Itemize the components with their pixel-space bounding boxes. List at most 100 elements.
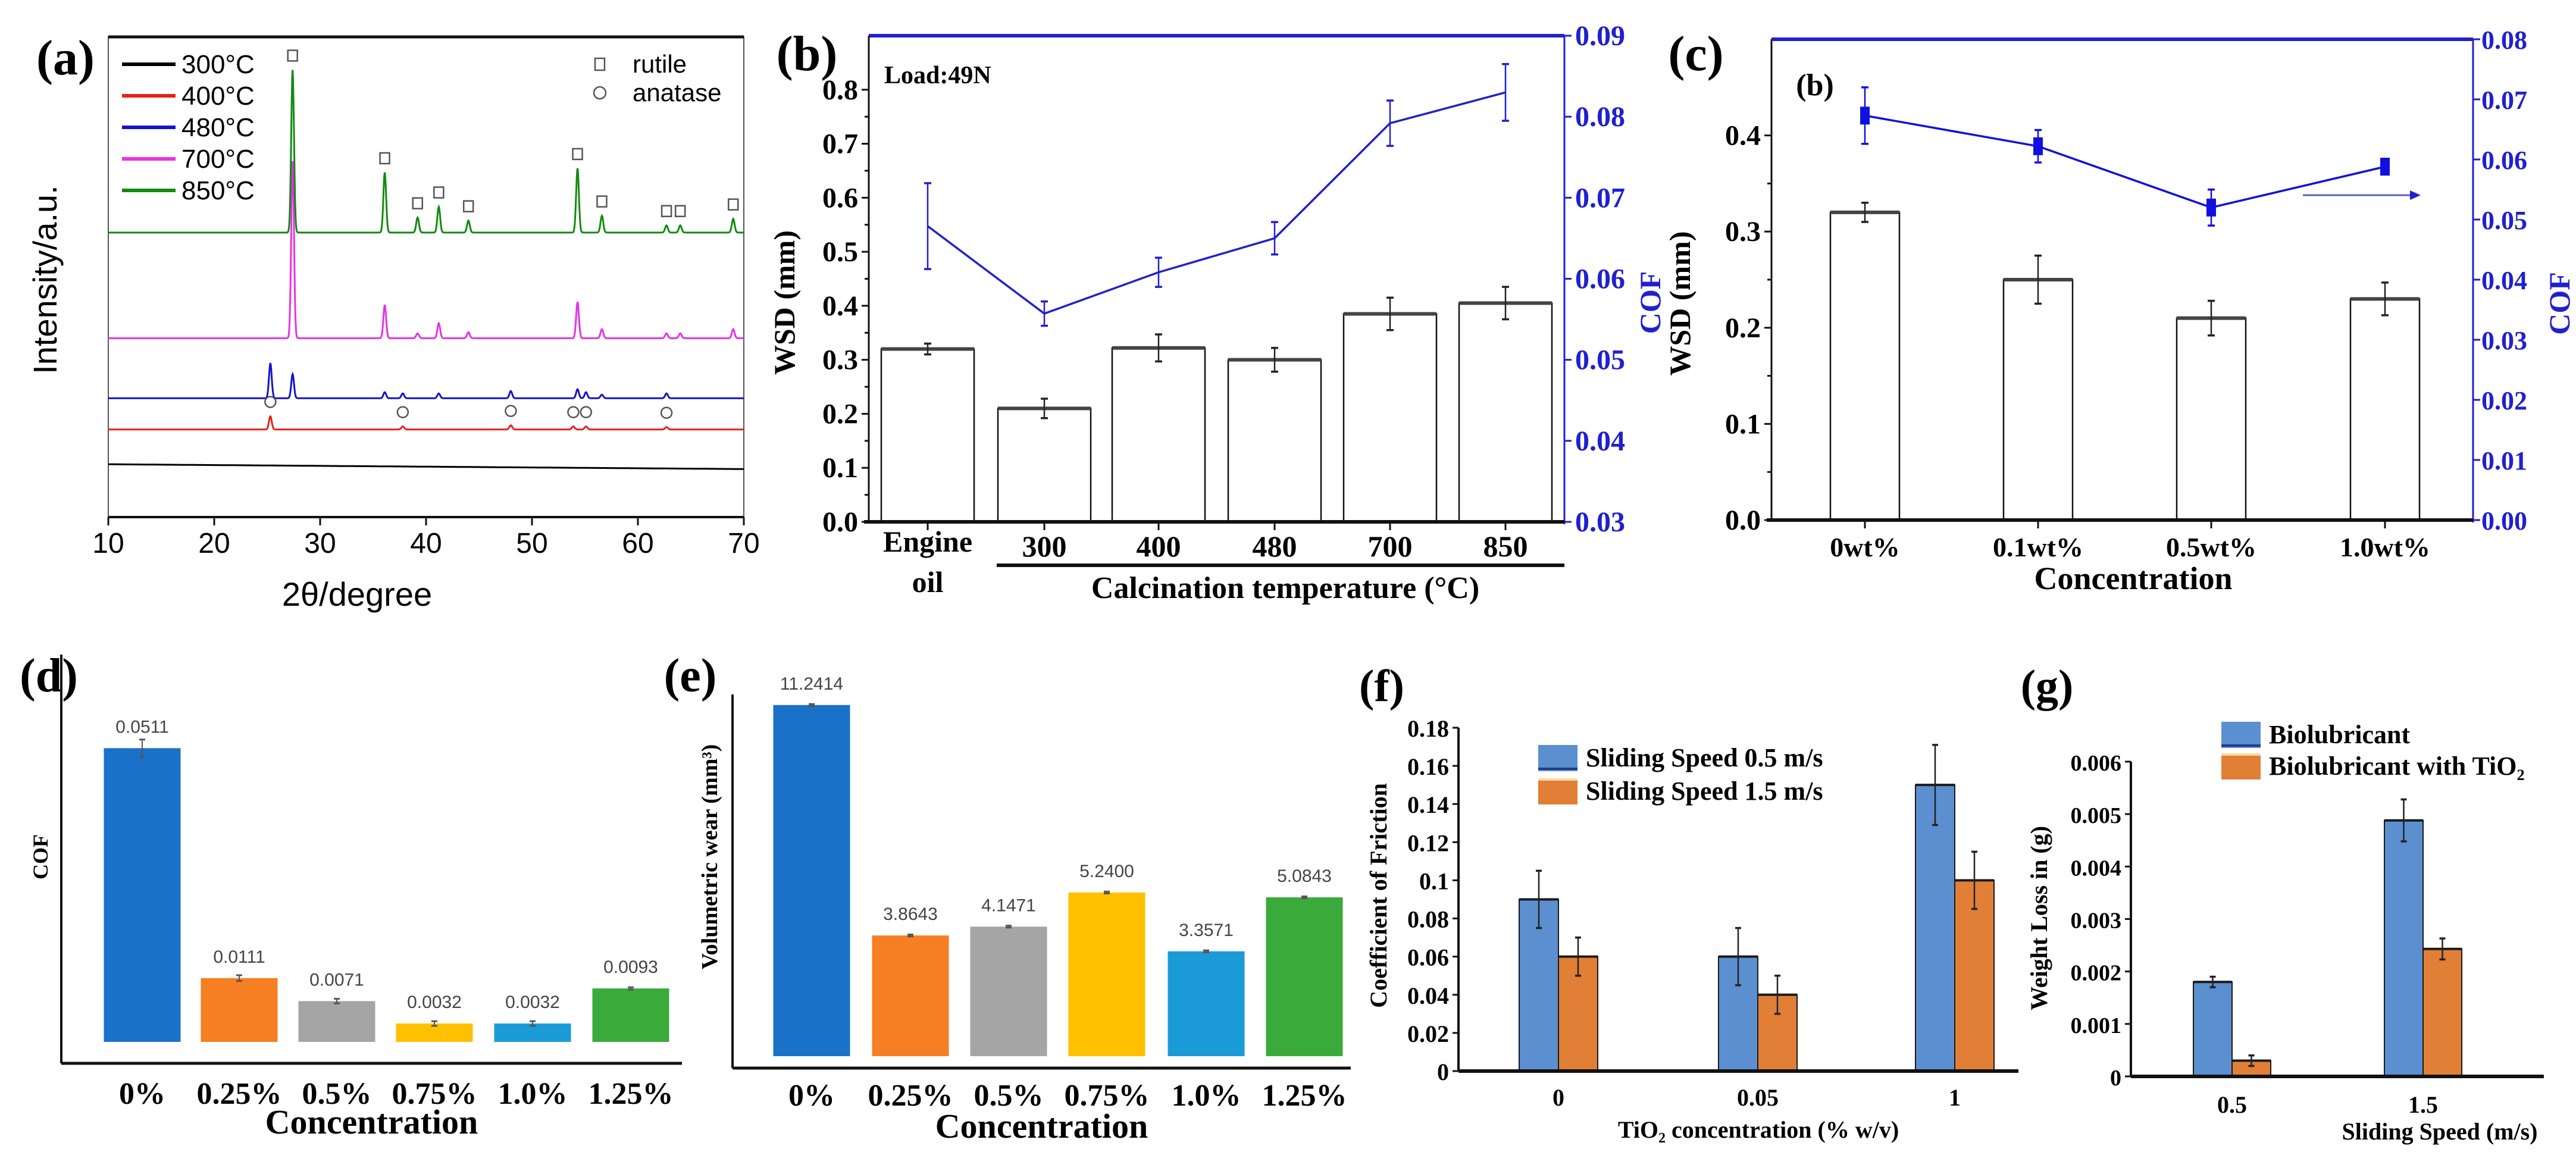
- y-tick-label: 0.006: [2071, 751, 2122, 776]
- y-tick-label: 0.0: [822, 506, 858, 538]
- x-tick-label: 1.5: [2408, 1091, 2438, 1118]
- x-tick-label: 10: [92, 528, 124, 559]
- rutile-marker-icon: [674, 205, 686, 217]
- bar-0.25%: [201, 978, 278, 1042]
- rutile-marker-icon: [727, 198, 739, 211]
- y-tick-label: 0.1: [822, 452, 858, 484]
- cof-marker: [2206, 198, 2216, 217]
- panel-label-e: (e): [664, 650, 717, 702]
- anatase-marker-icon: [567, 406, 580, 418]
- y2-tick-label: 0.01: [2481, 446, 2527, 475]
- y-tick-label: 0.2: [1725, 312, 1761, 344]
- legend-swatch: [2221, 722, 2261, 748]
- y-tick-label: 0.04: [1407, 982, 1449, 1009]
- x-tick-label: 1.0wt%: [2340, 532, 2430, 562]
- y2-tick-label: 0.08: [2481, 26, 2527, 55]
- cof-marker: [2380, 158, 2390, 176]
- x-axis-title: TiO₂ concentration (% w/v): [1618, 1116, 1899, 1143]
- legend-label: 480°C: [181, 113, 255, 142]
- legend-label: 300°C: [181, 50, 255, 79]
- panel-b: (b) 0.0 0.1 0.2 0.3 0.4 0.5 0.6 0.7 0.8 0.03 0.04 0.…: [768, 20, 1667, 605]
- x-tick-label-engine: Engine: [883, 525, 972, 558]
- y2-axis-title: COF: [1633, 271, 1667, 334]
- y-tick-label: 0.4: [1725, 120, 1761, 152]
- panel-label-a: (a): [36, 30, 95, 86]
- wsd-bar: [1829, 211, 1901, 521]
- xrd-curve-480: [108, 362, 744, 399]
- x-tick-label: 0: [1553, 1084, 1564, 1111]
- rutile-marker-icon: [433, 186, 445, 199]
- y2-tick-label: 0.04: [1575, 425, 1625, 457]
- bar-0.75%: [1068, 892, 1145, 1056]
- x-tick-label: 30: [304, 528, 336, 559]
- x-tick-label: 20: [198, 528, 230, 559]
- bar-series1: [2384, 819, 2424, 1078]
- wsd-bar: [2002, 278, 2074, 521]
- data-label: 0.0111: [213, 947, 265, 967]
- y-tick-label: 0.12: [1407, 829, 1449, 856]
- cof-marker: [1860, 107, 1870, 125]
- x-axis-title: Concentration: [935, 1107, 1148, 1145]
- wsd-bar: [1227, 359, 1322, 523]
- y-tick-label: 0.8: [822, 74, 858, 106]
- rutile-marker-icon: [462, 200, 474, 212]
- y2-tick-label: 0.06: [2481, 146, 2527, 175]
- data-label: 4.1471: [981, 896, 1036, 915]
- load-annotation: Load:49N: [884, 62, 991, 89]
- x-tick-label: 0.05: [1737, 1084, 1779, 1111]
- y-tick-label: 0.005: [2071, 803, 2122, 828]
- bar-series1: [2193, 981, 2233, 1078]
- x-tick-label: 0%: [119, 1077, 165, 1111]
- data-label: 0.0093: [603, 957, 658, 977]
- x-tick-label: 0.25%: [197, 1077, 282, 1111]
- x-tick-label: 1.25%: [1262, 1079, 1347, 1113]
- anatase-marker-icon: [580, 406, 593, 418]
- panel-c: (c) 0.0 0.1 0.2 0.3 0.4 0.00 0.01 0.02 0.03 0.04 0.…: [1663, 26, 2576, 596]
- legend-label: 400°C: [181, 82, 255, 111]
- x-tick-label: 0.5%: [974, 1079, 1044, 1113]
- x-tick-label: 70: [728, 528, 759, 559]
- x-tick-label: 0.5: [2217, 1091, 2247, 1118]
- panel-e: (e) 11.2414 0% 3.8643 0.25% 4.1471 0.5% 5.2400 0…: [664, 650, 1351, 1145]
- cof-line: [1864, 114, 2386, 209]
- y-axis-title: Volumetric wear (mm³): [697, 744, 722, 970]
- rutile-legend-icon: [594, 57, 606, 71]
- legend-label: Sliding Speed 0.5 m/s: [1586, 743, 1823, 772]
- bar-1.25%: [592, 988, 669, 1042]
- x-tick-label: 0wt%: [1830, 532, 1900, 562]
- data-label: 11.2414: [780, 674, 843, 694]
- y-tick-label: 0.6: [822, 182, 858, 214]
- y-tick-label: 0.003: [2071, 909, 2122, 934]
- data-label: 0.0032: [505, 993, 560, 1012]
- rutile-marker-icon: [572, 148, 583, 161]
- x-tick-label: 0.5%: [302, 1077, 372, 1111]
- y-tick-label: 0.14: [1407, 791, 1449, 818]
- y2-tick-label: 0.07: [1575, 182, 1625, 214]
- y-tick-label: 0.02: [1407, 1020, 1449, 1047]
- bar-series2: [2422, 948, 2462, 1077]
- y-tick-label: 0: [2110, 1066, 2121, 1091]
- rutile-marker-icon: [596, 195, 608, 208]
- panel-f: (f) 0 0.02 0.04 0.06 0.08 0.1 0.12 0.14 0.16 0.18 S…: [1359, 661, 2018, 1143]
- anatase-marker-icon: [505, 405, 517, 417]
- data-label: 3.8643: [883, 904, 938, 924]
- y-axis-title: WSD (mm): [1663, 231, 1697, 375]
- bar-1.25%: [1266, 897, 1343, 1056]
- y-tick-label: 0.3: [822, 345, 858, 376]
- anatase-marker-icon: [396, 406, 409, 418]
- rutile-marker-icon: [379, 152, 390, 165]
- y-tick-label: 0.1: [1419, 868, 1449, 894]
- x-tick-label: 50: [516, 528, 547, 559]
- y-axis-title: COF: [29, 834, 52, 879]
- data-label: 0.0071: [309, 970, 364, 990]
- x-tick-label: 0.75%: [1065, 1079, 1150, 1113]
- anatase-marker-icon: [660, 406, 673, 419]
- y2-tick-label: 0.04: [2481, 266, 2527, 295]
- y2-tick-label: 0.02: [2481, 386, 2527, 415]
- x-axis-title: Concentration: [2034, 561, 2233, 596]
- legend-label: 850°C: [181, 176, 255, 205]
- y-axis-title: Coefficient of Friction: [1365, 783, 1392, 1008]
- y2-tick-label: 0.03: [2481, 326, 2527, 355]
- legend-swatch: [1538, 745, 1577, 771]
- x-tick-label: 0%: [788, 1079, 835, 1113]
